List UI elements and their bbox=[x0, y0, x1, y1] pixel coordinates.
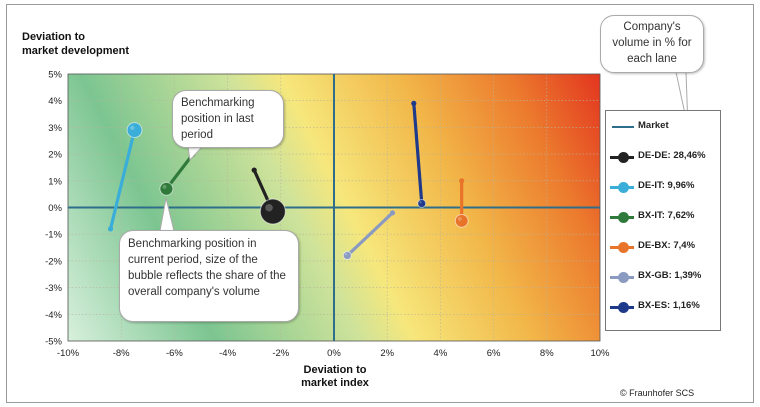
legend-item: DE-IT: 9,96% bbox=[606, 178, 722, 196]
y-tick-label: 4% bbox=[48, 96, 62, 107]
legend-label: DE-DE: 28,46% bbox=[638, 150, 706, 161]
x-tick-label: 2% bbox=[380, 348, 394, 359]
y-tick-label: 5% bbox=[48, 70, 62, 81]
legend-dot bbox=[618, 152, 629, 163]
y-tick-label: 0% bbox=[48, 203, 62, 214]
legend-item: BX-IT: 7,62% bbox=[606, 208, 722, 226]
y-tick-label: -2% bbox=[45, 256, 62, 267]
callout-volume: Company's volume in % for each lane bbox=[600, 15, 704, 73]
legend-line-symbol bbox=[612, 126, 634, 128]
bubble-highlight bbox=[162, 184, 167, 189]
bubble-highlight bbox=[419, 201, 422, 204]
y-tick-label: -5% bbox=[45, 337, 62, 348]
x-tick-label: -8% bbox=[113, 348, 130, 359]
legend-item: BX-GB: 1,39% bbox=[606, 268, 722, 286]
legend-bubble-symbol bbox=[610, 272, 634, 283]
legend-item: DE-BX: 7,4% bbox=[606, 238, 722, 256]
callout-current-period: Benchmarking position in current period,… bbox=[119, 230, 299, 322]
trajectory-line bbox=[164, 152, 195, 191]
credit: © Fraunhofer SCS bbox=[620, 388, 695, 398]
x-axis-title: Deviation to market index bbox=[285, 364, 385, 390]
current-period-bubble bbox=[417, 198, 427, 208]
legend-dot bbox=[618, 272, 629, 283]
x-axis-title-line2: market index bbox=[301, 377, 369, 389]
legend-label: BX-ES: 1,16% bbox=[638, 300, 700, 311]
current-period-bubble bbox=[159, 181, 174, 196]
callout-current-period-text: Benchmarking position in current period,… bbox=[128, 238, 286, 298]
x-axis-title-line1: Deviation to bbox=[303, 364, 367, 376]
current-period-bubble bbox=[342, 251, 352, 261]
y-tick-label: 2% bbox=[48, 150, 62, 161]
legend-dot bbox=[618, 242, 629, 253]
last-period-point bbox=[107, 226, 114, 232]
current-period-bubble bbox=[259, 198, 286, 225]
y-axis-title: Deviation to market development bbox=[22, 30, 129, 58]
legend-bubble-symbol bbox=[610, 242, 634, 253]
bubble-highlight bbox=[344, 253, 348, 256]
callout-volume-text: Company's volume in % for each lane bbox=[612, 21, 692, 65]
y-axis-title-line1: Deviation to bbox=[22, 31, 85, 43]
x-tick-label: -6% bbox=[166, 348, 183, 359]
legend-label: BX-GB: 1,39% bbox=[638, 270, 702, 281]
x-tick-label: 10% bbox=[590, 348, 610, 359]
current-period-bubble bbox=[454, 213, 469, 228]
legend-bubble-symbol bbox=[610, 212, 634, 223]
legend-dot bbox=[618, 212, 629, 223]
callout-last-period: Benchmarking position in last period bbox=[172, 90, 284, 148]
legend-label: DE-IT: 9,96% bbox=[638, 180, 695, 191]
x-tick-label: 0% bbox=[327, 348, 341, 359]
trajectory-line bbox=[412, 101, 424, 206]
legend-dot bbox=[618, 302, 629, 313]
x-tick-label: -4% bbox=[219, 348, 236, 359]
x-tick-label: 6% bbox=[487, 348, 501, 359]
last-period-point bbox=[389, 210, 396, 216]
legend: Market DE-DE: 28,46% DE-IT: 9,96% BX-IT: 7,… bbox=[605, 110, 721, 331]
last-period-point bbox=[459, 178, 465, 184]
last-period-point bbox=[411, 100, 417, 106]
callout-last-period-text: Benchmarking position in last period bbox=[181, 97, 255, 141]
bubble-highlight bbox=[265, 203, 273, 212]
x-tick-label: 4% bbox=[434, 348, 448, 359]
bubble-highlight bbox=[130, 125, 135, 131]
y-tick-label: -4% bbox=[45, 310, 62, 321]
legend-bubble-symbol bbox=[610, 182, 634, 193]
trajectory-line bbox=[108, 128, 137, 231]
legend-label: Market bbox=[638, 120, 669, 131]
y-tick-label: 3% bbox=[48, 123, 62, 134]
y-tick-label: -3% bbox=[45, 283, 62, 294]
bubble-highlight bbox=[457, 217, 462, 221]
legend-bubble-symbol bbox=[610, 302, 634, 313]
legend-bubble-symbol bbox=[610, 152, 634, 163]
y-axis-title-line2: market development bbox=[22, 45, 129, 57]
legend-item: DE-DE: 28,46% bbox=[606, 148, 722, 166]
x-tick-label: -2% bbox=[272, 348, 289, 359]
y-tick-label: -1% bbox=[45, 230, 62, 241]
y-tick-label: 1% bbox=[48, 176, 62, 187]
legend-item: BX-ES: 1,16% bbox=[606, 298, 722, 316]
current-period-bubble bbox=[126, 122, 143, 138]
legend-label: DE-BX: 7,4% bbox=[638, 240, 696, 251]
legend-item: Market bbox=[606, 118, 722, 136]
last-period-point bbox=[251, 167, 257, 173]
x-tick-label: 8% bbox=[540, 348, 554, 359]
trajectory-line bbox=[345, 211, 395, 258]
legend-label: BX-IT: 7,62% bbox=[638, 210, 695, 221]
legend-dot bbox=[618, 182, 629, 193]
x-tick-label: -10% bbox=[57, 348, 80, 359]
